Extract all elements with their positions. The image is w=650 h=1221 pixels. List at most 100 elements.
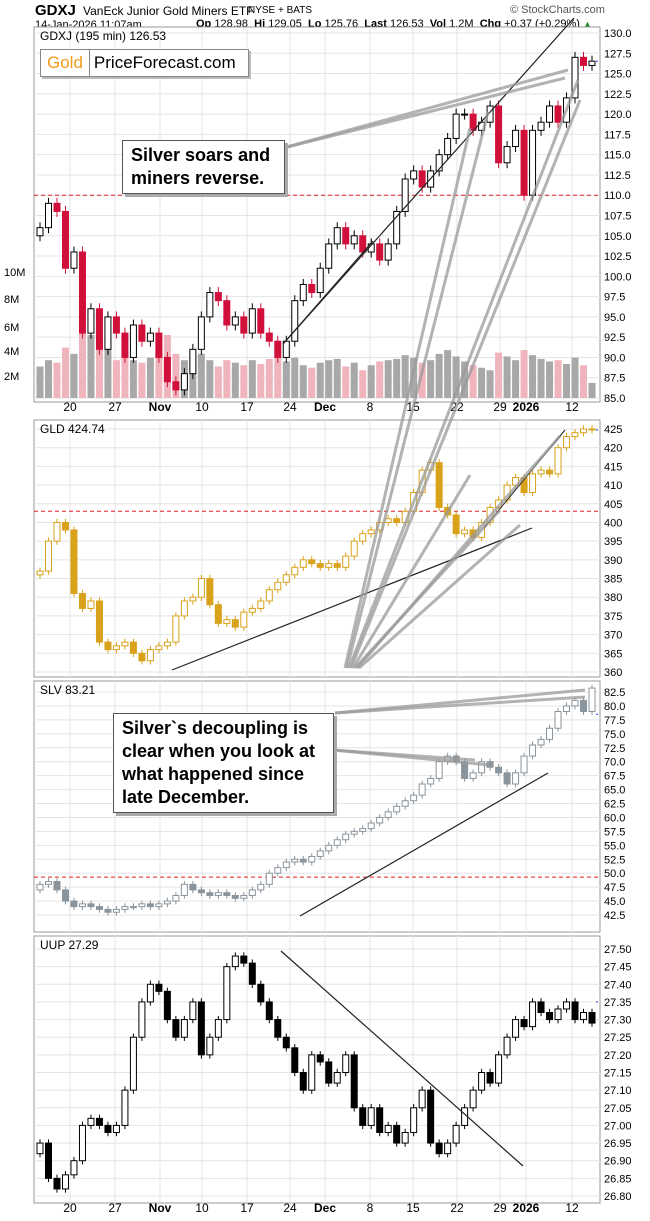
candle [495, 766, 503, 774]
volume-bar [265, 358, 273, 398]
y-tick-label: 27.40 [604, 979, 632, 991]
candle [308, 283, 316, 294]
security-name: VanEck Junior Gold Miners ETF [83, 4, 254, 18]
candle [163, 356, 171, 383]
volume-bar [95, 347, 103, 398]
candle [44, 202, 52, 229]
candle [342, 555, 350, 568]
volume-bar [206, 360, 214, 398]
volume-bar [478, 367, 486, 398]
y-tick-label: 27.25 [604, 1032, 632, 1044]
candle [172, 381, 180, 391]
candle [512, 129, 520, 148]
callout-pointer [355, 435, 562, 669]
candle [155, 903, 163, 908]
candle [214, 1019, 222, 1038]
candle [265, 872, 273, 885]
candle [197, 889, 205, 894]
candle [299, 559, 307, 568]
candle [223, 619, 231, 624]
volume-bar [461, 361, 469, 398]
volume-bar [571, 357, 579, 398]
callout-pointer [351, 474, 472, 669]
candle [384, 1124, 392, 1133]
candle [206, 292, 214, 318]
candle [180, 600, 188, 617]
candle [146, 903, 154, 908]
candle [282, 861, 290, 869]
volume-bar [146, 357, 154, 398]
candle [588, 428, 596, 431]
candle [44, 540, 52, 572]
candle [231, 955, 239, 968]
volume-bar [129, 360, 137, 398]
candle [461, 113, 469, 116]
volume-bar [53, 362, 61, 398]
volume-bar [486, 370, 494, 398]
volume-bar [495, 352, 503, 398]
y-tick-label: 26.85 [604, 1173, 632, 1185]
candle [546, 727, 554, 740]
volume-bar [401, 355, 409, 398]
y-tick-label: 67.5 [604, 771, 625, 783]
candle [580, 56, 588, 66]
panel-frame-1 [33, 419, 601, 678]
candle [129, 906, 137, 909]
candle [180, 373, 188, 391]
y-tick-label: 365 [604, 648, 622, 660]
candle [350, 235, 358, 245]
candle [452, 1124, 460, 1144]
candle [274, 1019, 282, 1038]
candle [95, 600, 103, 643]
y-tick-label: 415 [604, 461, 622, 473]
volume-bar [61, 347, 69, 398]
volume-bar [393, 358, 401, 398]
y-tick-label: 102.5 [604, 251, 632, 263]
volume-bar [554, 360, 562, 398]
candle [240, 955, 248, 964]
candle [325, 1061, 333, 1084]
volume-bar [121, 353, 129, 398]
volume-bar [299, 365, 307, 398]
candle [36, 570, 44, 576]
y-tick-label: 70.0 [604, 757, 625, 769]
trendline [280, 950, 524, 1167]
candle [299, 1072, 307, 1091]
x-tick-label: 29 [493, 1201, 507, 1215]
exchange: NYSE + BATS [248, 5, 313, 16]
candle [61, 1174, 69, 1190]
x-tick-label: Dec [314, 1201, 336, 1215]
watermark-logo: Gold PriceForecast.com [40, 49, 249, 77]
y-tick-label: 380 [604, 592, 622, 604]
candle [282, 1036, 290, 1049]
candle [495, 105, 503, 164]
candle [350, 1054, 358, 1109]
volume-bar [537, 358, 545, 398]
x-tick-label: 10 [195, 1201, 209, 1215]
candle [214, 604, 222, 624]
candle [223, 966, 231, 1021]
y-tick-label: 360 [604, 667, 622, 679]
callout-pointer [343, 127, 472, 669]
candle [70, 900, 78, 908]
y-tick-label: 400 [604, 517, 622, 529]
candle [223, 300, 231, 326]
candle [265, 332, 273, 342]
candle [291, 858, 299, 863]
volume-tick-label: 2M [4, 371, 19, 383]
candle [265, 1001, 273, 1021]
candle [189, 883, 197, 891]
candle [180, 883, 188, 896]
credit[interactable]: © StockCharts.com [510, 4, 605, 16]
y-tick-label: 27.10 [604, 1085, 632, 1097]
candle [53, 202, 61, 212]
callout-decoupling: Silver`s decoupling is clear when you lo… [113, 713, 334, 813]
candle [121, 1089, 129, 1126]
candle [231, 619, 239, 628]
y-tick-label: 122.5 [604, 89, 632, 101]
candle [546, 105, 554, 123]
candle [308, 855, 316, 863]
candle [376, 1107, 384, 1133]
y-tick-label: 395 [604, 536, 622, 548]
candle [435, 462, 443, 509]
